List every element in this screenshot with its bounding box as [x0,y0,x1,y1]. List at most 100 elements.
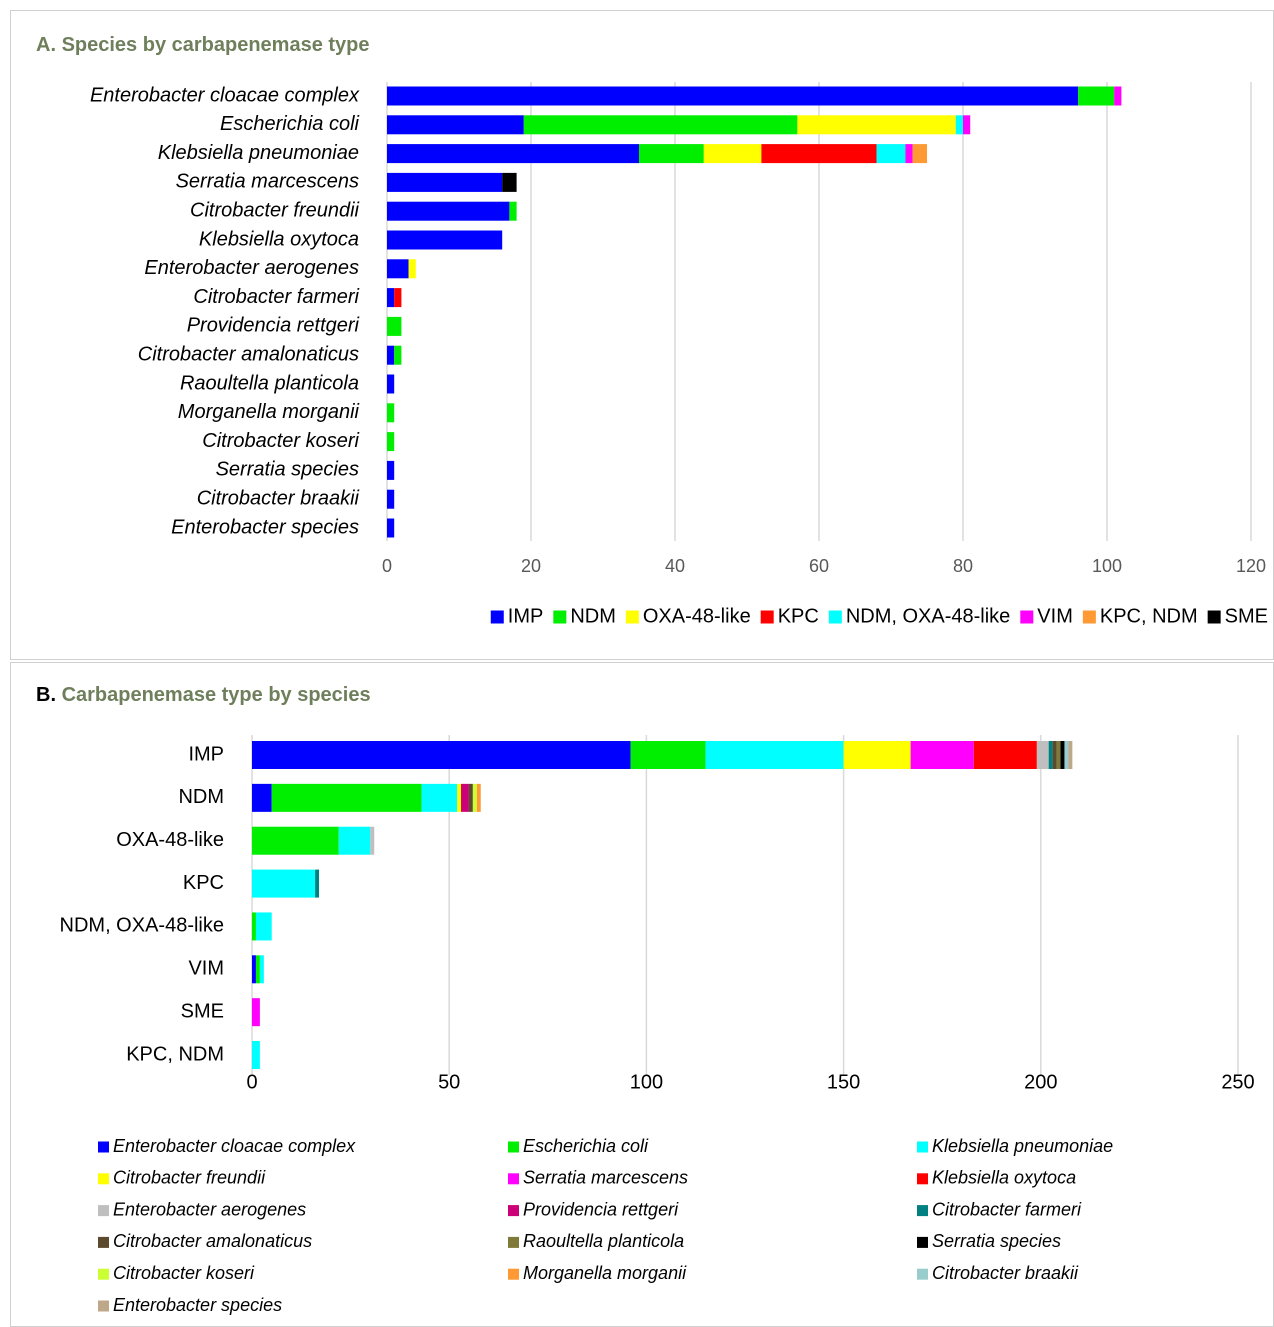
bar-segment [387,518,395,538]
bar-segment [1052,741,1057,769]
legend-label: Escherichia coli [523,1136,649,1156]
bar-segment [1056,741,1061,769]
bar-segment [910,741,974,769]
legend-swatch [917,1205,928,1217]
bar-segment [973,741,1037,769]
bar-segment [523,115,798,135]
bar-segment [705,741,844,769]
x-tick-label: 40 [665,556,685,576]
x-tick-label: 250 [1221,1071,1254,1093]
bar-segment [252,869,316,898]
bar-segment [476,783,481,812]
bar-segment [387,345,395,365]
bar-segment [387,86,1079,106]
bar-segment [1060,741,1065,769]
x-tick-label: 150 [827,1071,860,1093]
legend-swatch [98,1268,109,1280]
bar-segment [1064,741,1069,769]
legend-label: OXA-48-like [643,605,751,627]
bar-segment [387,288,395,308]
panel-label: B. [36,684,56,706]
legend-swatch [917,1141,928,1153]
legend-swatch [1020,610,1034,624]
legend-label: Klebsiella pneumoniae [932,1136,1113,1156]
legend-swatch [98,1236,109,1248]
category-label: Citrobacter farmeri [193,286,359,308]
legend-swatch [828,610,842,624]
bar-segment [639,144,704,164]
legend-swatch [553,610,567,624]
legend-label: Raoultella planticola [523,1231,684,1251]
category-label: NDM, OXA-48-like [60,915,224,937]
bar-segment [394,288,402,308]
legend-label: KPC [778,605,819,627]
bar-segment [252,1041,260,1070]
category-label: Raoultella planticola [180,372,359,394]
bar-segment [394,345,402,365]
category-label: Klebsiella oxytoca [199,228,359,250]
bar-segment [797,115,956,135]
legend-swatch [625,610,639,624]
bar-segment [387,201,510,221]
bar-segment [387,460,395,480]
panel-a: A. Species by carbapenemase type 0 20 40 60… [36,34,1268,627]
legend-swatch [1082,610,1096,624]
category-label: IMP [188,743,224,765]
category-label: Providencia rettgeri [187,315,360,337]
bar-segment [255,912,272,941]
bar-segment [271,783,422,812]
bar-segment [255,955,260,984]
bar-segment [703,144,762,164]
bar-segment [963,115,971,135]
category-label: Citrobacter braakii [197,487,360,509]
bar-segment [468,783,473,812]
legend-label: Klebsiella oxytoca [932,1168,1076,1188]
bar-segment [252,741,631,769]
x-tick-label: 120 [1236,556,1266,576]
bar-segment [421,783,458,812]
bar-segment [252,998,260,1027]
legend-swatch [490,610,504,624]
bar-segment [387,259,409,279]
bar-segment [387,489,395,509]
bar-segment [387,374,395,394]
bar-segment [315,869,320,898]
x-tick-label: 80 [953,556,973,576]
title-text: Species by carbapenemase type [62,34,370,56]
legend-swatch [760,610,774,624]
category-label: NDM [178,786,224,808]
panel-title: A. Species by carbapenemase type [36,34,370,56]
legend-swatch [508,1268,519,1280]
legend-label: Citrobacter koseri [113,1263,255,1283]
bar-segment [912,144,927,164]
bar-segment [387,230,503,250]
x-tick-label: 0 [382,556,392,576]
legend-swatch [917,1173,928,1185]
category-label: KPC, NDM [126,1043,224,1065]
title-text: Carbapenemase type by species [62,684,371,706]
bar-segment [252,912,256,941]
bar-segment [1078,86,1115,106]
bar-segment [370,826,375,855]
category-label: Serratia species [216,459,359,481]
bar-segment [387,316,402,336]
bar-segment [843,741,911,769]
legend-swatch [508,1141,519,1153]
category-label: Citrobacter amalonaticus [138,343,359,365]
legend-label: Serratia species [932,1231,1061,1251]
x-tick-label: 20 [521,556,541,576]
legend-swatch [98,1300,109,1312]
panel-title: B. Carbapenemase type by species [36,684,371,706]
legend-swatch [508,1236,519,1248]
category-label: Klebsiella pneumoniae [158,142,359,164]
bar-segment [461,783,469,812]
legend-label: SME [1225,605,1268,627]
legend-label: Enterobacter aerogenes [113,1199,306,1219]
category-label: Citrobacter freundii [190,199,360,221]
legend-label: Citrobacter amalonaticus [113,1231,312,1251]
legend-label: Citrobacter braakii [932,1263,1079,1283]
category-label: Enterobacter cloacae complex [90,84,360,106]
panel-b: B. Carbapenemase type by species 0 50 100 1… [36,684,1255,1314]
bar-segment [472,783,477,812]
